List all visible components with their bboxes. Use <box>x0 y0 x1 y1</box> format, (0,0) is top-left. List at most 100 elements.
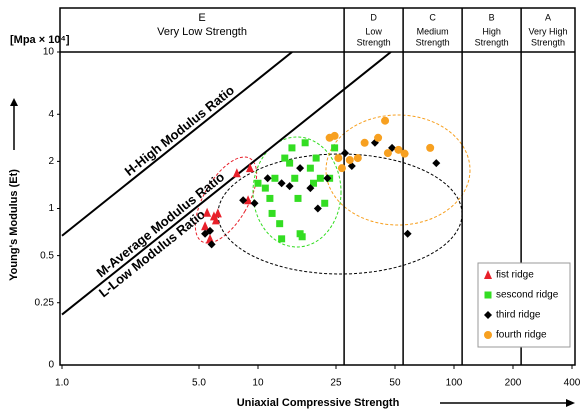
cluster-ellipse <box>325 114 471 226</box>
point <box>281 154 289 162</box>
point <box>345 156 354 165</box>
point <box>213 208 222 218</box>
y-tick-label: 2 <box>48 156 54 167</box>
point <box>296 164 305 173</box>
point <box>206 233 215 243</box>
point <box>206 226 215 235</box>
point <box>268 209 276 217</box>
legend-label: sescond ridge <box>496 290 559 301</box>
point <box>201 221 210 231</box>
x-arrow-head <box>566 399 575 407</box>
point <box>207 240 216 249</box>
region-label: Low <box>365 26 382 36</box>
x-tick-label: 10 <box>252 378 264 389</box>
point <box>374 133 383 142</box>
y-tick-label: 4 <box>48 109 54 120</box>
plot-frame <box>59 7 576 366</box>
point <box>291 174 299 182</box>
point <box>484 270 492 279</box>
point <box>285 182 294 191</box>
region-code: C <box>429 12 436 22</box>
x-tick-label: 400 <box>564 378 581 389</box>
x-tick-label: 1.0 <box>55 378 69 389</box>
point <box>341 149 350 158</box>
region-code: A <box>545 12 551 22</box>
point <box>313 204 322 213</box>
point <box>244 195 253 205</box>
point <box>403 229 412 238</box>
y-unit: [Mpa × 10⁴] <box>10 34 70 46</box>
region-label: Strength <box>416 37 450 47</box>
y-arrow-head <box>10 98 18 106</box>
point <box>312 154 320 162</box>
ratio-line <box>61 52 293 237</box>
point <box>271 174 279 182</box>
x-tick-label: 25 <box>330 378 342 389</box>
region-label: High <box>482 26 501 36</box>
legend-label: fourth ridge <box>496 330 547 341</box>
ratio-label: M-Average Modulus Ratio <box>93 169 227 280</box>
point <box>360 138 369 147</box>
point <box>310 179 318 187</box>
y-tick-label: 0.25 <box>35 297 55 308</box>
point <box>239 196 248 205</box>
point <box>301 139 309 147</box>
point <box>353 154 362 163</box>
point <box>432 159 441 168</box>
point <box>288 144 296 152</box>
point <box>211 215 220 225</box>
x-tick-label: 200 <box>505 378 522 389</box>
ratio-line <box>61 52 392 316</box>
x-tick-label: 100 <box>446 378 463 389</box>
point <box>426 143 435 152</box>
y-tick-label: 10 <box>43 47 55 58</box>
point <box>294 194 302 202</box>
region-code: D <box>370 12 377 22</box>
point <box>334 154 343 163</box>
point <box>394 145 403 154</box>
legend-label: fist ridge <box>496 270 534 281</box>
cluster-ellipse <box>252 136 342 248</box>
cluster-ellipse <box>217 153 463 275</box>
region-label: Very High <box>529 26 568 36</box>
y-tick-label: 1 <box>48 203 54 214</box>
point <box>266 194 274 202</box>
point <box>277 179 286 188</box>
point <box>286 159 294 167</box>
y-axis-label: Young's Modulus (Et) <box>8 169 20 281</box>
point <box>261 184 269 192</box>
point <box>263 174 272 183</box>
point <box>278 235 286 243</box>
point <box>203 207 212 217</box>
ratio-label: H-High Modulus Ratio <box>122 82 237 178</box>
x-tick-label: 5.0 <box>192 378 206 389</box>
point <box>484 291 492 299</box>
point <box>323 174 332 183</box>
point <box>381 116 390 125</box>
point <box>306 164 314 172</box>
point <box>306 184 315 193</box>
point <box>330 131 339 140</box>
region-label: Strength <box>475 37 509 47</box>
point <box>484 311 492 319</box>
point <box>254 179 262 187</box>
point <box>245 163 254 173</box>
point <box>250 199 259 208</box>
region-label: Medium <box>417 26 449 36</box>
point <box>316 174 324 182</box>
legend-box <box>477 262 571 348</box>
cluster-ellipse <box>194 156 258 244</box>
region-label: Very Low Strength <box>157 26 247 38</box>
point <box>337 164 346 173</box>
x-tick-label: 50 <box>389 378 401 389</box>
point <box>298 233 306 241</box>
point <box>383 149 392 158</box>
legend-label: third ridge <box>496 310 541 321</box>
y-tick-label: 0.5 <box>40 250 54 261</box>
region-code: E <box>198 12 205 24</box>
x-axis-label: Uniaxial Compressive Strength <box>237 397 400 409</box>
point <box>321 199 329 207</box>
point <box>232 168 241 178</box>
